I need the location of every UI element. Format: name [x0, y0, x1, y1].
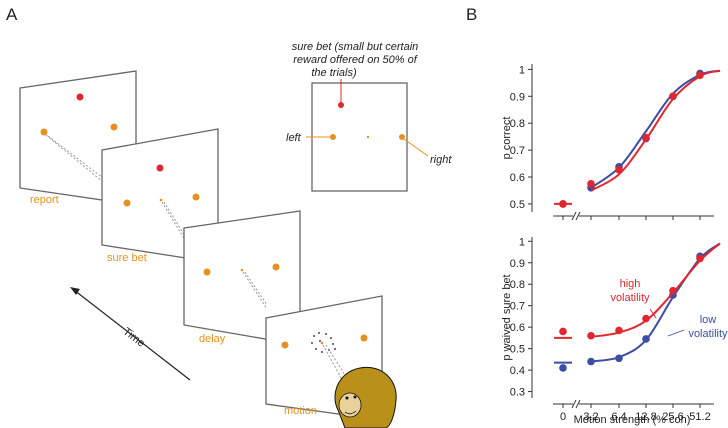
fixation-point: [366, 135, 370, 139]
data-point: [642, 335, 650, 343]
axis-break: [571, 399, 577, 409]
target-dot: [399, 134, 405, 140]
gaze-line: [242, 271, 268, 310]
target-dot: [110, 123, 118, 131]
data-point: [696, 254, 704, 263]
target-dot: [123, 199, 131, 207]
panel-label: A: [6, 5, 18, 24]
arrow-head: [70, 287, 80, 295]
monkey: [334, 366, 397, 428]
series-label-line: volatility: [688, 328, 728, 340]
motion-dots: [311, 332, 336, 353]
gaze-line: [47, 135, 104, 179]
series-label-line: low: [700, 314, 717, 326]
y-tick-label: 0.5: [510, 199, 525, 211]
leader-line: [403, 138, 429, 157]
panel-label: B: [466, 5, 477, 24]
target-dot: [281, 341, 289, 349]
y-tick-label: 1: [519, 236, 525, 248]
series-label-line: volatility: [610, 292, 650, 304]
x-tick-label: 51.2: [689, 411, 710, 423]
data-point: [587, 357, 595, 366]
fit-curve: [590, 69, 721, 189]
gaze-line: [163, 201, 186, 237]
gaze-line: [45, 134, 104, 183]
data-point: [669, 286, 677, 295]
data-point: [559, 364, 567, 372]
axis-break: [571, 211, 577, 221]
series-label-line: high: [620, 278, 641, 290]
axis-break: [575, 211, 581, 221]
fixation-point: [240, 268, 244, 272]
y-tick-label: 0.9: [510, 258, 525, 270]
y-tick-label: 0.7: [510, 301, 525, 313]
inset-caption: sure bet (small but certain: [292, 41, 419, 53]
y-axis-label: p correct: [501, 117, 513, 160]
target-dot: [192, 193, 200, 201]
frame-label: motion: [284, 405, 317, 417]
target-dot: [203, 268, 211, 276]
gaze-line: [244, 271, 268, 306]
fit-curve: [590, 69, 721, 192]
inset-caption: reward offered on 50% of: [293, 54, 417, 66]
x-tick-label: 3.2: [583, 411, 598, 423]
data-point: [559, 327, 567, 336]
time-arrow: [73, 289, 191, 381]
frame-label: delay: [199, 333, 226, 345]
target-dot: [76, 93, 84, 101]
series-label: low volatility: [688, 314, 728, 340]
y-tick-label: 0.5: [510, 344, 525, 356]
data-point: [615, 165, 623, 174]
inset-label: right: [430, 154, 452, 166]
data-point: [615, 354, 623, 363]
y-axis-label: p waived sure bet: [501, 274, 513, 360]
inset-caption: the trials): [311, 67, 357, 79]
x-tick-label: 0: [560, 411, 566, 423]
data-point: [615, 326, 623, 335]
data-point: [669, 92, 677, 101]
data-point: [642, 133, 650, 142]
x-axis-label: Motion strength (% coh): [574, 414, 691, 426]
y-tick-label: 0.7: [510, 145, 525, 157]
y-tick-label: 0.6: [510, 172, 525, 184]
x-tick-label: 12.8: [635, 411, 656, 423]
x-tick-label: 25.6: [662, 411, 683, 423]
target-dot: [360, 334, 368, 342]
target-dot: [330, 134, 336, 140]
y-tick-label: 0.6: [510, 322, 525, 334]
inset-label: left: [286, 132, 302, 144]
target-dot: [40, 128, 48, 136]
x-tick-label: 6.4: [611, 411, 626, 423]
leader-line: [667, 329, 685, 337]
y-tick-label: 0.3: [510, 387, 525, 399]
y-tick-label: 0.9: [510, 91, 525, 103]
axis-break: [575, 399, 581, 409]
fixation-point: [159, 198, 163, 202]
target-dot: [272, 263, 280, 271]
fixation-point: [320, 341, 324, 345]
time-label: Time: [121, 326, 147, 350]
y-tick-label: 1: [519, 64, 525, 76]
y-tick-label: 0.4: [510, 365, 525, 377]
data-point: [587, 179, 595, 188]
gaze-line: [161, 201, 186, 241]
data-point: [642, 314, 650, 323]
y-tick-label: 0.8: [510, 118, 525, 130]
series-label: high volatility: [610, 278, 650, 304]
y-tick-label: 0.8: [510, 279, 525, 291]
data-point: [696, 71, 704, 80]
frame-label: sure bet: [107, 252, 147, 264]
target-dot: [338, 102, 344, 108]
target-dot: [156, 164, 164, 172]
frame-label: report: [30, 194, 59, 206]
data-point: [587, 331, 595, 340]
data-point: [559, 200, 567, 208]
